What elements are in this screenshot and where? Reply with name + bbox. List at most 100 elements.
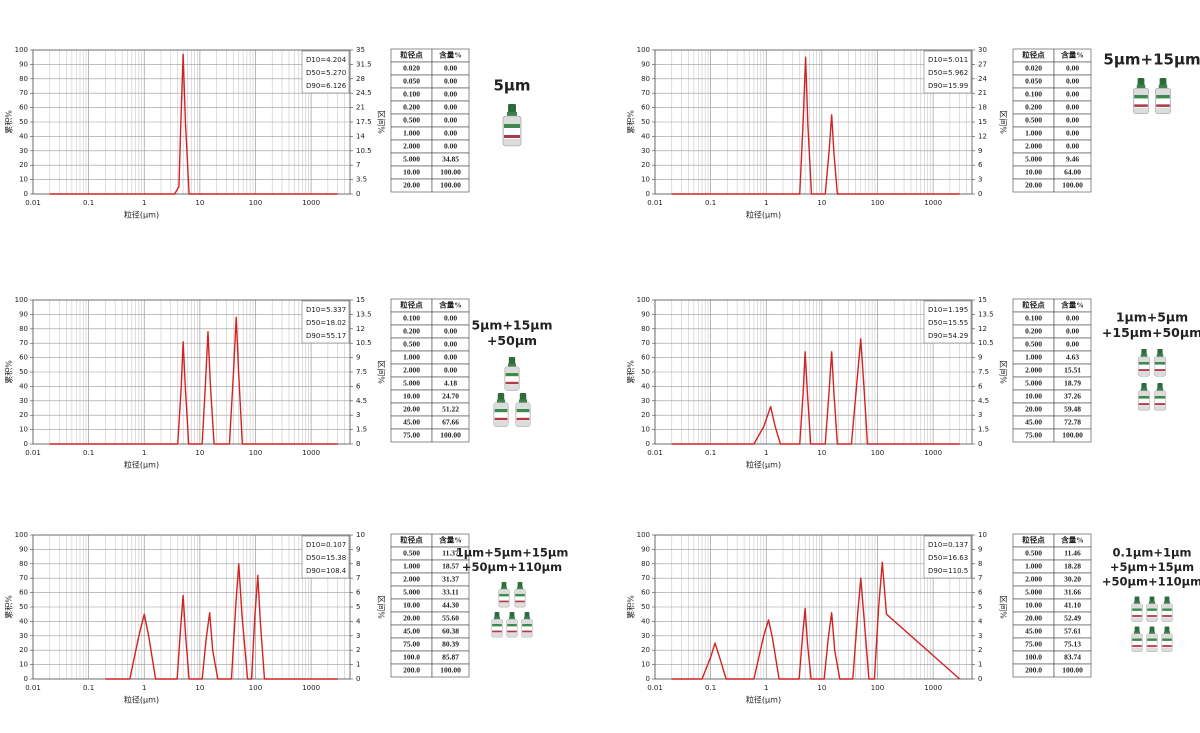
table-text: 0.00 [1066,116,1079,125]
y2-tick-label: 10 [356,531,365,539]
table-text: 0.00 [444,314,457,323]
y2-tick-label: 9 [356,354,360,362]
bottle-neck [1158,84,1168,89]
table-text: 100.00 [1062,666,1083,675]
bottle-stripe [505,373,519,377]
x-tick-label: 0.1 [705,684,716,692]
y2-tick-label: 6 [978,589,983,597]
bottle-label [522,624,532,633]
bottle-stripe [505,381,519,385]
y2-tick-label: 0 [356,675,360,683]
y2-tick-label: 6 [356,382,361,390]
y-tick-label: 30 [19,397,28,405]
annotation-box [923,535,972,579]
x-tick-label: 0.01 [647,449,663,457]
table-text: 18.28 [1064,562,1081,571]
table-text: 52.49 [1064,614,1081,623]
bottle-stripe [522,630,532,633]
y-tick-label: 60 [19,104,28,112]
bottle-stripe [1162,645,1172,647]
x-tick-label: 0.1 [83,449,94,457]
bottle-label [499,594,509,603]
bottle-stripe [1154,396,1166,399]
bottle-stripe [1132,638,1142,641]
table-text: 34.85 [442,155,459,164]
y2-tick-label: 30 [978,46,987,54]
table-text: 85.87 [442,653,459,662]
bottle-stripe [1138,362,1150,365]
table-cell [1053,428,1092,443]
x-tick-label: 10 [817,199,826,207]
table-text: 1.000 [1025,562,1042,571]
bottle-icon [521,612,533,638]
bottle-icon [515,393,531,427]
table-text: 72.78 [1064,418,1081,427]
x-tick-label: 0.01 [647,199,663,207]
bottle-cap [1141,349,1147,355]
bottle-cap [494,612,500,618]
y2-tick-label: 8 [356,560,360,568]
y-tick-label: 100 [15,531,28,539]
table-text: 51.22 [442,405,459,414]
bottle-cap [1164,626,1170,632]
table-text: 75.00 [1025,431,1042,440]
y2-tick-label: 3 [978,411,982,419]
table-header: 含量% [1061,535,1084,545]
y-tick-label: 60 [19,354,28,362]
annotation: D10=5.337 [306,306,346,314]
bottle-stripe [504,135,520,138]
bottle-neck [1134,631,1140,634]
y-tick-label: 30 [19,147,28,155]
bottle-icon [504,357,520,391]
table-text: 2.000 [403,142,420,151]
y2-tick-label: 1.5 [356,426,367,434]
y-tick-label: 80 [19,325,28,333]
bottle-stripe [1138,403,1150,406]
y2-tick-label: 1 [978,661,982,669]
bottle-icon [1161,596,1173,622]
bottle-label [492,624,502,633]
annotation: D50=5.962 [928,69,968,77]
bottle-neck [508,363,516,367]
y-tick-label: 80 [641,75,650,83]
bottle-stripe [1147,608,1157,611]
data-line [105,563,338,680]
bottle-label [1154,362,1166,372]
y-tick-label: 10 [19,426,28,434]
y2-tick-label: 17.5 [356,118,372,126]
table-text: 5.000 [1025,155,1042,164]
table-header: 粒径点 [1022,300,1045,310]
y2-axis-label: 区间% [377,595,386,619]
x-axis-label: 粒径(μm) [746,210,781,220]
y-tick-label: 50 [641,368,650,376]
x-tick-label: 0.1 [705,449,716,457]
x-tick-label: 100 [871,199,884,207]
bottle-stripe [515,600,525,603]
table-text: 0.00 [444,353,457,362]
bottle-neck [524,616,530,620]
bottle-stripe [1147,645,1157,647]
y2-tick-label: 35 [356,46,365,54]
annotation: D90=110.5 [928,567,968,575]
table-text: 57.61 [1064,627,1081,636]
bottle-neck [517,586,523,590]
table-text: 80.39 [442,640,459,649]
bottle-stripe [1134,104,1148,107]
bottle-cap [1164,596,1170,602]
y2-tick-label: 3 [978,632,982,640]
bottle-stripe [1162,608,1172,611]
mix-label: 5μm+15μm [471,318,552,333]
table-text: 0.00 [444,366,457,375]
bottle-icon [1137,349,1151,377]
x-axis-label: 粒径(μm) [746,460,781,470]
table-text: 10.00 [1025,392,1042,401]
y2-axis-label: 区间% [999,360,1008,384]
y2-tick-label: 7 [978,574,982,582]
table-text: 33.11 [442,588,459,597]
bottle-cap [524,612,530,618]
y2-tick-label: 15 [978,296,987,304]
x-tick-label: 1000 [924,684,942,692]
y2-tick-label: 21 [356,104,365,112]
annotation: D90=54.29 [928,332,968,340]
x-tick-label: 1 [764,684,768,692]
